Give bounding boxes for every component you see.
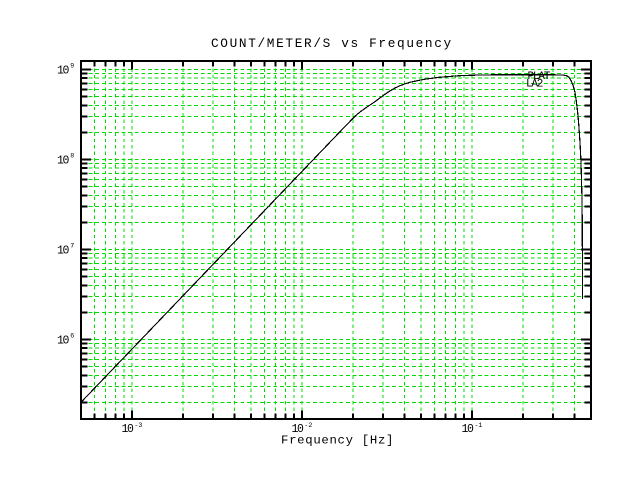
svg-text:LA2: LA2	[526, 78, 543, 90]
svg-text:10: 10	[57, 65, 69, 78]
svg-text:PLAT: PLAT	[528, 71, 551, 83]
svg-text:10: 10	[57, 155, 69, 168]
svg-text:8: 8	[70, 153, 74, 160]
svg-text:-3: -3	[134, 422, 142, 429]
svg-text:6: 6	[70, 333, 74, 340]
svg-text:10: 10	[292, 423, 304, 436]
svg-text:10: 10	[57, 335, 69, 348]
svg-text:COUNT/METER/S vs Frequency: COUNT/METER/S vs Frequency	[211, 36, 453, 51]
svg-text:10: 10	[122, 423, 134, 436]
svg-text:9: 9	[70, 63, 74, 70]
svg-text:10: 10	[462, 423, 474, 436]
svg-text:Frequency [Hz]: Frequency [Hz]	[281, 434, 394, 448]
svg-text:-1: -1	[474, 422, 482, 429]
svg-text:-2: -2	[304, 422, 312, 429]
svg-text:7: 7	[70, 243, 74, 250]
svg-text:10: 10	[57, 245, 69, 258]
